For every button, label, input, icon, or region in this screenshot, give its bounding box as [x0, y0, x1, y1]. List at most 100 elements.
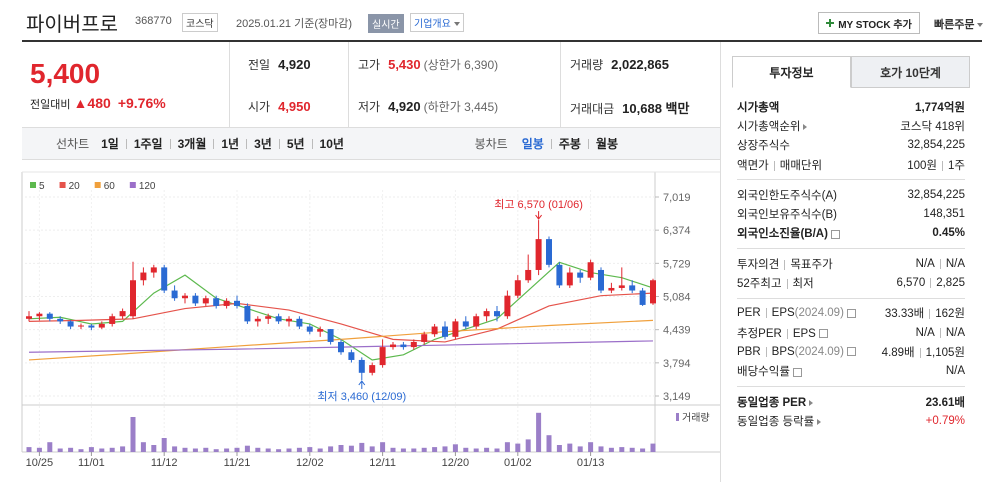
info-value-part: 1,105원 [925, 346, 965, 359]
volume-bar [47, 442, 53, 452]
y-tick-label: 3,149 [663, 391, 691, 403]
candle-body [566, 272, 573, 286]
help-icon[interactable] [830, 229, 840, 239]
volume-bar [192, 448, 198, 452]
volume-bar [172, 446, 178, 452]
info-value: N/A N/A [916, 327, 965, 339]
quote-value: 4,920 [388, 99, 421, 114]
info-row: 외국인한도주식수(A) 32,854,225 [737, 185, 965, 204]
candle-body [254, 318, 261, 322]
candle-period-button[interactable]: 월봉 [595, 137, 618, 151]
candle-body [109, 316, 116, 324]
info-value: N/A [946, 365, 965, 377]
quote-grid: 전일 4,920 고가 5,430 (상한가 6,390) 거래량 2,022,865 시가 4… [230, 42, 720, 128]
current-price: 5,400 [30, 58, 101, 89]
separator [939, 258, 941, 269]
info-label: 동일업종 PER [737, 394, 814, 410]
period-bar: 선차트 1일 1주일 3개월 1년 3년 5년 10년 봉차트 일봉 주봉 월봉 [22, 128, 720, 160]
info-label: PER EPS(2024.09) [737, 307, 856, 319]
candle-body [265, 316, 272, 319]
period-group-label: 선차트 [56, 137, 90, 151]
candle-period-button[interactable]: 주봉 [558, 137, 581, 151]
info-label: 액면가 매매단위 [737, 157, 822, 173]
legend-label: 60 [104, 181, 116, 192]
volume-bar [650, 443, 656, 452]
x-tick-label: 01/13 [577, 457, 605, 469]
info-value-part: N/A [915, 326, 935, 339]
help-icon[interactable] [818, 329, 828, 339]
volume-bar [452, 444, 458, 452]
period-button[interactable]: 3개월 [177, 137, 207, 151]
info-value: 32,854,225 [907, 189, 965, 201]
quote-cell: 전일 4,920 [248, 56, 311, 73]
volume-bar [88, 447, 94, 452]
realtime-badge[interactable]: 실시간 [368, 14, 404, 33]
info-section: 외국인한도주식수(A) 32,854,225 외국인보유주식수(B) 148,351 외… [737, 180, 965, 250]
change: ▲480 [73, 95, 111, 111]
y-tick-label: 4,439 [663, 325, 691, 337]
volume-bar [109, 447, 115, 452]
candle-body [629, 285, 636, 291]
candle-body [650, 280, 656, 304]
legend-label: 20 [69, 181, 81, 192]
info-label-part: 매매단위 [779, 159, 823, 172]
info-tab[interactable]: 호가 10단계 [851, 56, 970, 88]
period-button[interactable]: 5년 [286, 137, 305, 151]
info-tab[interactable]: 투자정보 [732, 56, 851, 88]
volume-bar [504, 442, 510, 452]
volume-bar [588, 442, 594, 452]
candle-body [462, 321, 469, 327]
x-tick-label: 11/12 [151, 457, 178, 469]
info-label: PBR BPS(2024.09) [737, 346, 856, 358]
info-label: 외국인한도주식수(A) [737, 187, 837, 203]
volume-bar [484, 447, 490, 452]
period-button[interactable]: 3년 [254, 137, 272, 151]
help-icon[interactable] [846, 347, 856, 357]
info-label-part: 투자의견 [737, 258, 780, 271]
quick-order[interactable]: 빠른주문 [934, 16, 984, 32]
candle-body [88, 325, 95, 328]
candle-body [140, 272, 147, 281]
period-button[interactable]: 10년 [319, 137, 344, 151]
info-value-part: 162원 [935, 308, 965, 321]
candle-body [338, 341, 344, 353]
info-row: PBR BPS(2024.09) 4.89배 1,105원 [737, 342, 965, 361]
candle-period-button[interactable]: 일봉 [521, 137, 544, 151]
info-value: 0.45% [932, 227, 965, 239]
help-icon[interactable] [792, 367, 802, 377]
volume-bar [629, 447, 635, 452]
quote-label: 시가 [248, 100, 271, 114]
candle-body [639, 290, 646, 305]
candle-body [36, 313, 43, 317]
info-label: 시가총액 [737, 99, 779, 115]
y-tick-label: 5,729 [663, 258, 691, 270]
quote-cell: 거래량 2,022,865 [570, 56, 669, 73]
candle-body [192, 295, 199, 304]
separator [786, 328, 788, 339]
candle-body [327, 329, 334, 342]
candle-body [286, 318, 292, 322]
candle-body [577, 272, 584, 278]
candle-body [379, 347, 386, 366]
period-button[interactable]: 1주일 [133, 137, 163, 151]
candle-body [442, 326, 448, 337]
volume-bar [224, 448, 230, 452]
info-value: 6,570 2,825 [896, 277, 965, 289]
moving-average [28, 319, 654, 361]
company-button[interactable]: 기업개요 [410, 13, 464, 32]
info-label-part: 최저 [792, 278, 814, 291]
candle-body [546, 239, 552, 265]
candle-body [390, 344, 396, 348]
period-button[interactable]: 1년 [221, 137, 240, 151]
legend-swatch [30, 182, 36, 188]
candle-body [67, 321, 74, 327]
candle-body [234, 300, 240, 306]
period-button[interactable]: 1일 [101, 137, 119, 151]
volume-bar [182, 447, 188, 452]
my-stock-button[interactable]: MY STOCK 추가 [818, 12, 920, 34]
low-arrow [358, 380, 366, 390]
help-icon[interactable] [846, 308, 856, 318]
candle-body [504, 295, 511, 317]
info-label-part: PBR [737, 345, 761, 358]
x-tick-label: 12/20 [442, 457, 470, 469]
